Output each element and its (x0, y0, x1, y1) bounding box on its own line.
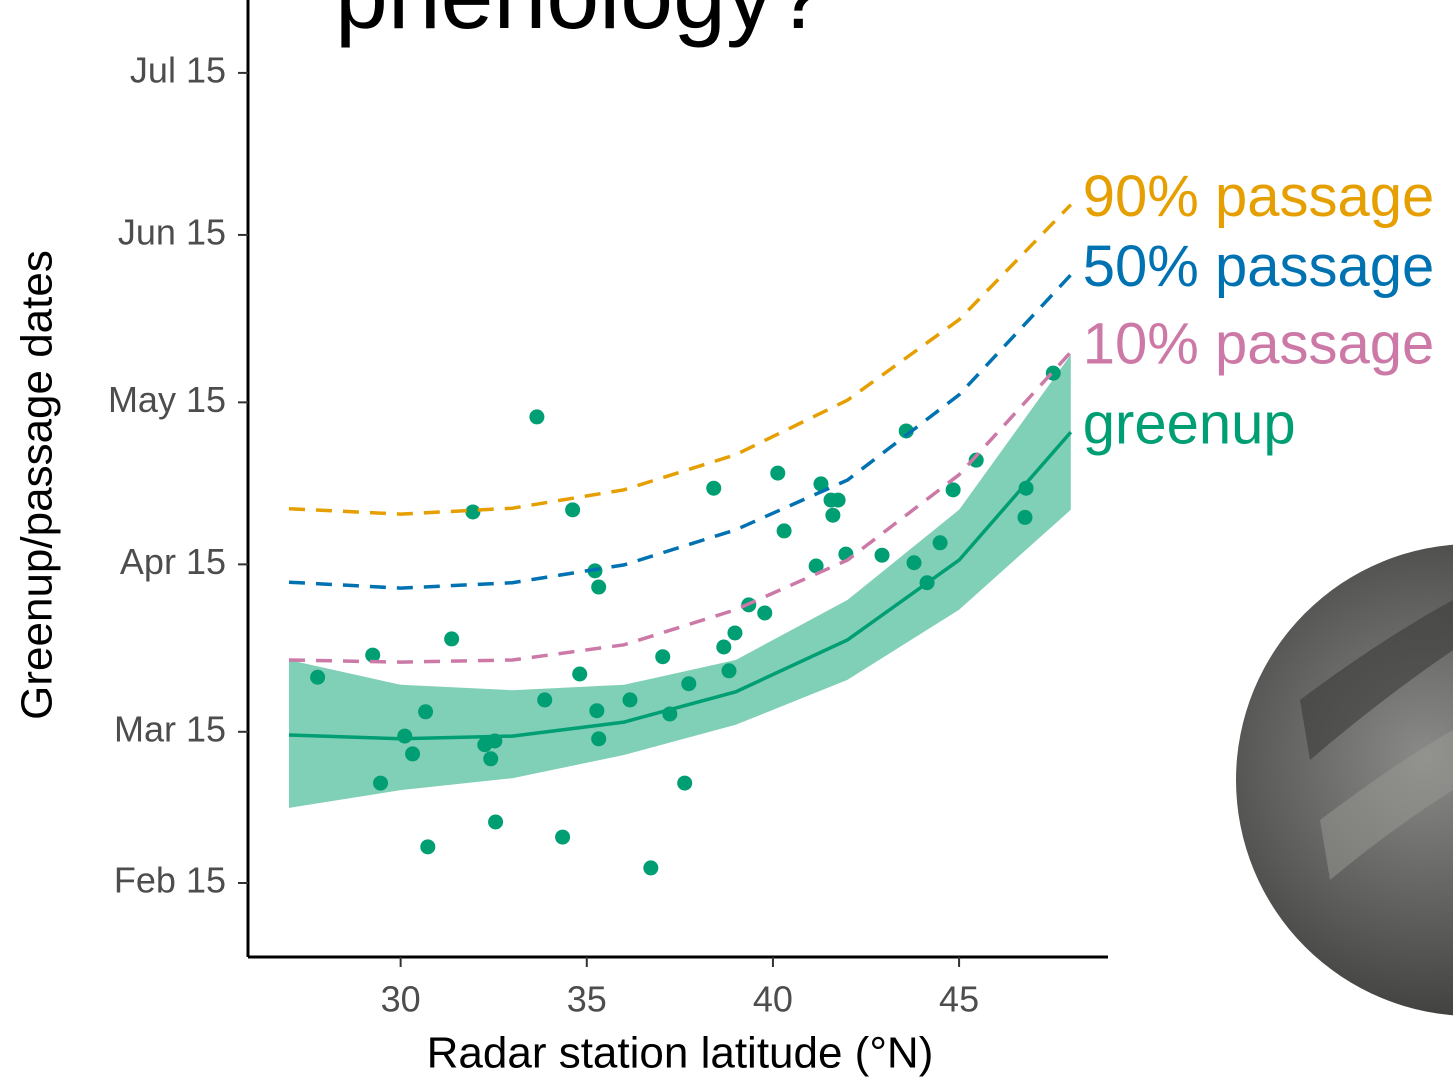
data-point (906, 555, 922, 571)
x-tick-label: 40 (753, 979, 793, 1020)
x-tick-label: 35 (567, 979, 607, 1020)
data-point (932, 535, 948, 551)
data-point (373, 775, 389, 791)
data-point (589, 703, 605, 719)
data-point (310, 669, 326, 685)
data-point (397, 728, 413, 744)
data-point (677, 775, 693, 791)
y-tick-label: Jul 15 (130, 49, 226, 90)
data-point (945, 482, 961, 498)
chart-title: phenology? (335, 0, 826, 49)
data-point (572, 666, 588, 682)
y-tick-label: Apr 15 (120, 541, 226, 582)
data-point (681, 676, 697, 692)
y-tick-label: Feb 15 (114, 860, 226, 901)
data-point (813, 476, 829, 492)
series-label: 50% passage (1083, 234, 1434, 299)
photo-texture (1320, 730, 1453, 880)
data-point (537, 692, 553, 708)
data-point (465, 504, 481, 520)
x-tick-label: 45 (939, 979, 979, 1020)
data-point (444, 631, 460, 647)
data-point (898, 423, 914, 439)
series-label: greenup (1083, 391, 1296, 456)
data-point (874, 547, 890, 563)
photo-texture (1300, 600, 1453, 760)
data-point (555, 829, 571, 845)
data-point (830, 492, 846, 508)
data-point (706, 480, 722, 496)
x-tick-label: 30 (381, 979, 421, 1020)
data-point (418, 704, 434, 720)
data-point (591, 579, 607, 595)
fit-line (288, 203, 1073, 516)
plot-area (288, 203, 1073, 876)
series-label: 10% passage (1083, 311, 1434, 376)
data-point (420, 839, 436, 855)
data-point (825, 507, 841, 523)
data-point (770, 465, 786, 481)
y-tick-label: Mar 15 (114, 708, 226, 749)
data-point (622, 692, 638, 708)
data-point (488, 814, 504, 830)
data-point (727, 625, 743, 641)
confidence-band (289, 354, 1071, 808)
data-point (405, 746, 421, 762)
data-point (716, 639, 732, 655)
y-tick-label: May 15 (108, 379, 226, 420)
data-point (643, 860, 659, 876)
data-point (483, 751, 499, 767)
data-point (776, 523, 792, 539)
fit-line (288, 430, 1073, 741)
data-point (365, 647, 381, 663)
data-point (808, 558, 824, 574)
data-point (757, 605, 773, 621)
x-axis-title: Radar station latitude (°N) (427, 1029, 934, 1078)
data-point (591, 731, 607, 747)
data-point (565, 502, 581, 518)
data-point (529, 409, 545, 425)
series-label: 90% passage (1083, 164, 1434, 229)
y-axis-title: Greenup/passage dates (13, 250, 62, 720)
y-tick-label: Jun 15 (118, 211, 226, 252)
data-point (1018, 480, 1034, 496)
data-point (721, 663, 737, 679)
data-point (968, 452, 984, 468)
data-point (655, 649, 671, 665)
data-point (1017, 509, 1033, 525)
